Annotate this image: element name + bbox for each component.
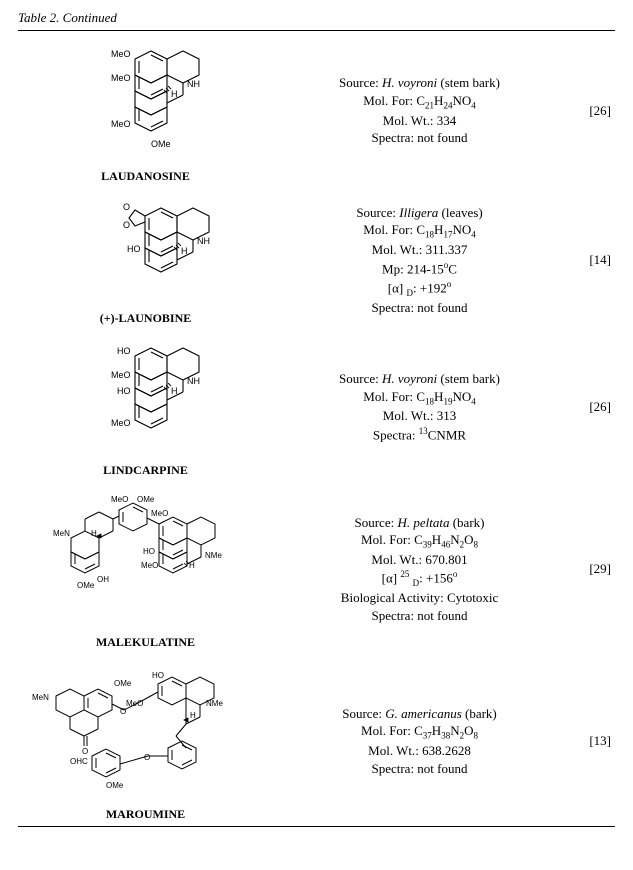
svg-text:H: H: [91, 529, 97, 538]
structure-cell: MeOOMe MeNH MeO OHOMe HOMeO NMeH MALEKUL…: [18, 488, 273, 650]
svg-text:HO: HO: [143, 547, 155, 556]
svg-text:OMe: OMe: [114, 679, 132, 688]
svg-text:MeO: MeO: [126, 699, 143, 708]
svg-text:O: O: [120, 707, 126, 716]
svg-text:O: O: [123, 202, 130, 212]
table-row: MeOOMe MeNH MeO OHOMe HOMeO NMeH MALEKUL…: [18, 488, 615, 650]
svg-text:OMe: OMe: [137, 495, 155, 504]
svg-text:MeO: MeO: [111, 73, 131, 83]
compound-name: LAUDANOSINE: [101, 169, 190, 184]
svg-text:HO: HO: [152, 671, 164, 680]
svg-text:MeO: MeO: [111, 495, 128, 504]
svg-text:H: H: [190, 711, 196, 720]
structure-cell: MeO MeO MeO OMe NH H LAUDANOSINE: [18, 37, 273, 184]
table-row: MeO MeO MeO OMe NH H LAUDANOSINE Source: H.…: [18, 37, 615, 184]
svg-text:H: H: [171, 89, 178, 99]
compound-info: Source: Illigera (leaves)Mol. For: C18H1…: [273, 204, 566, 316]
structure-cell: OO HO NH H (+)-LAUNOBINE: [18, 194, 273, 326]
compound-info: Source: H. peltata (bark)Mol. For: C39H4…: [273, 514, 566, 625]
bottom-rule: [18, 826, 615, 827]
structure-lindcarpine: HO MeO HO MeO NH H: [71, 336, 221, 461]
svg-text:NH: NH: [197, 236, 210, 246]
compound-ref: [26]: [566, 399, 615, 415]
svg-text:O: O: [144, 753, 150, 762]
svg-text:MeO: MeO: [111, 49, 131, 59]
compound-ref: [29]: [566, 561, 615, 577]
svg-text:MeN: MeN: [53, 529, 70, 538]
structure-maroumine: MeN OMe O OMeO HO NMeH OHCOMe O: [28, 660, 263, 805]
structure-laudanosine: MeO MeO MeO OMe NH H: [71, 37, 221, 167]
svg-text:OHC: OHC: [70, 757, 88, 766]
svg-text:OMe: OMe: [106, 781, 124, 790]
svg-text:OH: OH: [97, 575, 109, 584]
svg-text:O: O: [82, 747, 88, 756]
svg-text:HO: HO: [117, 386, 131, 396]
table-row: MeN OMe O OMeO HO NMeH OHCOMe O MAROUMIN…: [18, 660, 615, 822]
table-row: OO HO NH H (+)-LAUNOBINE Source: Illigera…: [18, 194, 615, 326]
compound-ref: [14]: [566, 252, 615, 268]
svg-text:MeO: MeO: [151, 509, 168, 518]
compound-ref: [26]: [566, 103, 615, 119]
svg-text:HO: HO: [127, 244, 141, 254]
svg-text:H: H: [181, 246, 188, 256]
structure-malekulatine: MeOOMe MeNH MeO OHOMe HOMeO NMeH: [41, 488, 251, 633]
svg-text:NH: NH: [187, 79, 200, 89]
compound-info: Source: H. voyroni (stem bark)Mol. For: …: [273, 74, 566, 146]
structure-cell: MeN OMe O OMeO HO NMeH OHCOMe O MAROUMIN…: [18, 660, 273, 822]
compound-name: MALEKULATINE: [96, 635, 195, 650]
svg-text:MeN: MeN: [32, 693, 49, 702]
svg-text:MeO: MeO: [111, 370, 131, 380]
compound-name: LINDCARPINE: [103, 463, 188, 478]
compound-ref: [13]: [566, 733, 615, 749]
structure-launobine: OO HO NH H: [71, 194, 221, 309]
svg-text:H: H: [171, 386, 178, 396]
compound-name: (+)-LAUNOBINE: [100, 311, 192, 326]
top-rule: [18, 30, 615, 31]
svg-text:OMe: OMe: [151, 139, 171, 149]
svg-text:HO: HO: [117, 346, 131, 356]
svg-text:NMe: NMe: [205, 551, 222, 560]
table-row: HO MeO HO MeO NH H LINDCARPINE Source: H. v…: [18, 336, 615, 478]
svg-text:NH: NH: [187, 376, 200, 386]
svg-text:NMe: NMe: [206, 699, 223, 708]
svg-text:H: H: [189, 561, 195, 570]
structure-cell: HO MeO HO MeO NH H LINDCARPINE: [18, 336, 273, 478]
table-caption: Table 2. Continued: [18, 10, 615, 26]
compound-name: MAROUMINE: [106, 807, 185, 822]
compound-info: Source: G. americanus (bark)Mol. For: C3…: [273, 705, 566, 777]
svg-text:MeO: MeO: [111, 119, 131, 129]
svg-text:MeO: MeO: [111, 418, 131, 428]
svg-text:OMe: OMe: [77, 581, 95, 590]
svg-text:MeO: MeO: [141, 561, 158, 570]
svg-text:O: O: [123, 220, 130, 230]
compound-info: Source: H. voyroni (stem bark)Mol. For: …: [273, 370, 566, 444]
